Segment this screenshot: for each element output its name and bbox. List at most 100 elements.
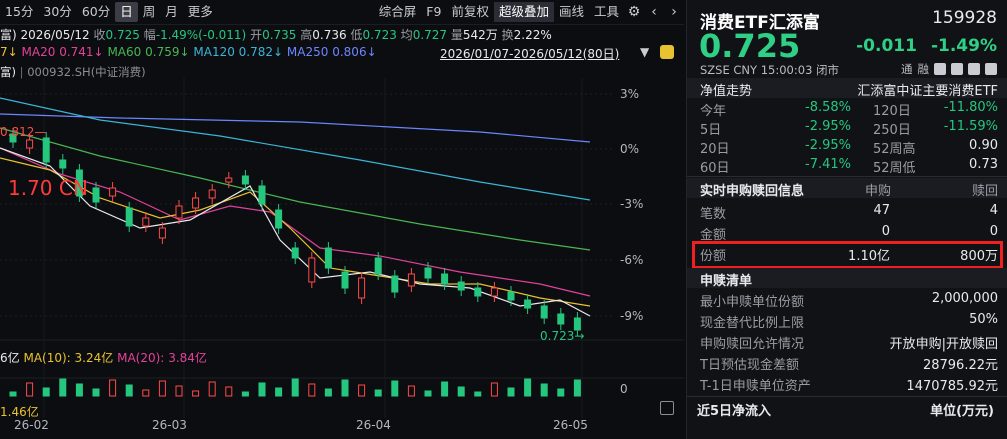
candle-body (158, 227, 166, 239)
realtime-header: 实时申购赎回信息 申购 赎回 (687, 178, 1007, 199)
volume-bar (241, 391, 249, 397)
low-label: 低 (350, 28, 363, 42)
perf-label: 5日 (700, 123, 722, 138)
edit-icon[interactable] (934, 63, 946, 75)
perf-value: -11.80% (943, 100, 998, 115)
caret-down-icon[interactable]: ▼ (640, 45, 650, 59)
list-value: 28796.22元 (922, 358, 998, 373)
xaxis-tick: 26-04 (356, 418, 391, 432)
panel-change-abs: -0.011 (856, 36, 917, 56)
candle-body (540, 305, 548, 319)
candle-body (192, 197, 200, 209)
rong-badge: 融 (917, 62, 930, 76)
volume-bar (391, 380, 399, 397)
nav-header[interactable]: 净值走势 汇添富中证主要消费ETF (687, 78, 1007, 99)
candle-body (324, 247, 332, 269)
candle-body (142, 217, 150, 227)
perf-label: 20日 (700, 142, 730, 157)
perf-label: 52周高 (873, 142, 916, 157)
rt-subscribe: 0 (881, 224, 890, 239)
volume-bar (258, 382, 266, 397)
ma10-line (0, 157, 591, 307)
open-label: 开 (250, 28, 263, 42)
f9-button[interactable]: F9 (426, 4, 442, 19)
quote-bar: 富) 2026/05/12 收0.725 幅-1.49%(-0.011) 开0.… (0, 26, 684, 42)
chevron-right-icon[interactable]: › (671, 4, 677, 20)
period-day[interactable]: 日 (115, 2, 138, 22)
candle-body (75, 169, 83, 197)
volume-bar (374, 389, 382, 397)
candle-body (241, 175, 249, 185)
perf-value: 0.73 (969, 157, 998, 172)
high-label: 高 (300, 28, 313, 42)
list-title: 申赎清单 (700, 274, 753, 289)
alert-icon[interactable] (968, 63, 980, 75)
more-icon[interactable] (985, 63, 997, 75)
period-30min[interactable]: 30分 (43, 4, 72, 19)
perf-value: -2.95% (805, 138, 851, 153)
volume-bar (358, 384, 366, 397)
rt-label: 笔数 (700, 207, 727, 222)
period-15min[interactable]: 15分 (5, 4, 34, 19)
forward-adjust-button[interactable]: 前复权 (451, 4, 489, 19)
realtime-title: 实时申购赎回信息 (700, 184, 805, 199)
flow-title: 近5日净流入 (697, 404, 772, 419)
candle-body (507, 291, 515, 301)
candle-body (175, 205, 183, 219)
avg-label: 均 (400, 28, 413, 42)
pct-tick: 3% (620, 87, 639, 101)
candle-body (490, 287, 498, 297)
chevron-left-icon[interactable]: ‹ (651, 4, 657, 20)
vol-ma20-label: MA(20): (117, 351, 165, 365)
ma120-line (0, 97, 591, 201)
date-range[interactable]: 2026/01/07-2026/05/12(80日) (440, 47, 620, 61)
ma-legend: 7↓ MA20 0.741↓ MA60 0.759↓ MA120 0.782↓ … (0, 45, 684, 61)
kline-chart[interactable]: 3% 0% -3% -6% -9% 1.70 CN 0.812— 0.723→ (0, 78, 684, 418)
candle-body (341, 271, 349, 289)
candle-body (374, 257, 382, 275)
perf-row: 5日 -2.95% 250日 -11.59% (687, 117, 1007, 138)
draw-line-button[interactable]: 画线 (558, 4, 584, 19)
perf-value: -7.41% (805, 157, 851, 172)
volume-bar (59, 378, 67, 397)
period-more[interactable]: 更多 (187, 4, 213, 19)
col-redeem: 赎回 (971, 184, 998, 199)
volume-bar (192, 390, 200, 397)
volume-bar (457, 386, 465, 397)
share-icon[interactable] (951, 63, 963, 75)
rt-redeem: 0 (989, 224, 998, 239)
gear-icon[interactable]: ⚙ (627, 4, 641, 20)
nav-index: 汇添富中证主要消费ETF (857, 84, 998, 99)
realtime-row: 金额 0 0 (687, 222, 1007, 243)
super-overlay-button[interactable]: 超级叠加 (493, 2, 554, 22)
list-value: 开放申购|开放赎回 (889, 337, 998, 352)
composite-screen-button[interactable]: 综合屏 (378, 4, 417, 19)
volume-bar (142, 389, 150, 397)
period-60min[interactable]: 60分 (81, 4, 111, 19)
period-month[interactable]: 月 (165, 4, 178, 19)
volume-bar (540, 383, 548, 397)
watermark-label: 1.70 CN (8, 176, 88, 200)
turnover-value: 2.22% (513, 28, 552, 42)
period-week[interactable]: 周 (142, 4, 156, 19)
ma60-line (0, 127, 591, 251)
expand-icon[interactable] (660, 401, 674, 415)
perf-value: 0.90 (969, 138, 998, 153)
rt-redeem: 4 (989, 203, 998, 218)
tools-button[interactable]: 工具 (593, 4, 619, 19)
high-value: 0.736 (312, 28, 347, 42)
candle-body (109, 187, 117, 197)
volume-bar (557, 388, 565, 397)
volume-tail: 6亿 (0, 351, 20, 365)
avg-value: 0.727 (412, 28, 448, 42)
quote-name-fragment: 富) (0, 28, 17, 42)
low-value: 0.723 (362, 28, 397, 42)
volume-bar (341, 379, 349, 397)
candle-body (573, 317, 581, 331)
tag-icon[interactable] (660, 45, 674, 59)
quote-time: 15:00:03 (760, 63, 813, 77)
volume-bar (424, 390, 432, 397)
list-value: 1470785.92元 (906, 379, 998, 394)
xaxis-tick: 26-03 (152, 418, 187, 432)
candle-body (557, 313, 565, 325)
